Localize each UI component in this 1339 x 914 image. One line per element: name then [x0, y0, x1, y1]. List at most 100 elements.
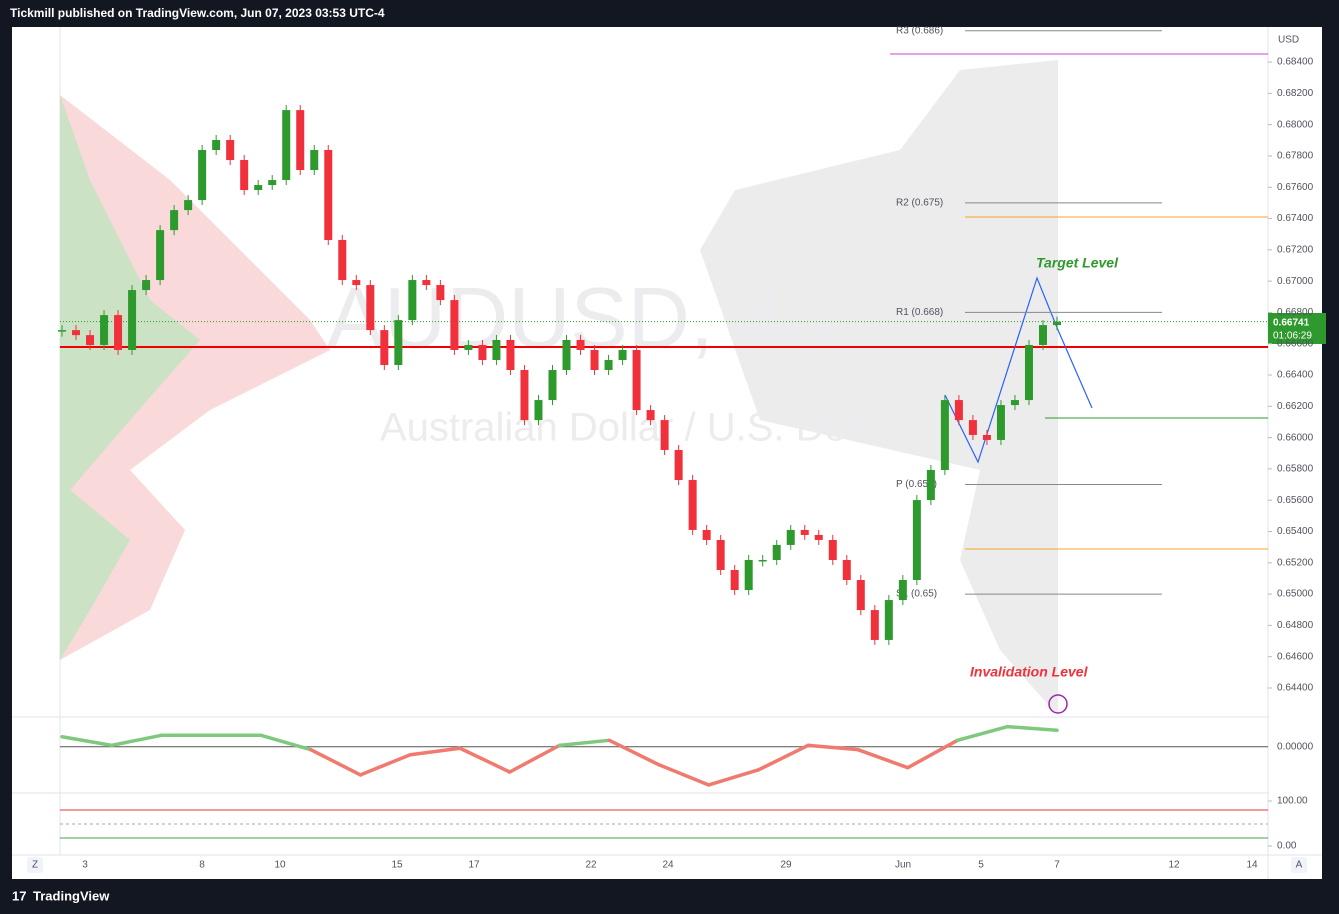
- last-price: 0.66741: [1273, 318, 1310, 329]
- candle: [688, 480, 697, 530]
- candle: [968, 420, 977, 435]
- candle: [436, 285, 445, 301]
- candle: [926, 470, 935, 501]
- candle: [142, 280, 151, 291]
- y-tick-label: 0.65400: [1277, 526, 1314, 537]
- candle: [534, 400, 543, 421]
- x-tick-label: 17: [468, 860, 480, 871]
- y-tick-label: 0.00000: [1277, 741, 1314, 752]
- candle: [898, 580, 907, 601]
- z-button-label[interactable]: Z: [32, 860, 38, 871]
- volume-profile: [700, 60, 1058, 716]
- candle: [506, 339, 515, 371]
- oscillator-segment: [110, 733, 164, 748]
- y-tick-label: 0.66600: [1277, 338, 1314, 349]
- watermark-description: Australian Dollar / U.S. Dollar: [380, 406, 900, 450]
- candle: [478, 344, 487, 360]
- oscillator-segment: [60, 734, 114, 748]
- x-tick-label: 29: [780, 860, 792, 871]
- candle: [492, 339, 501, 360]
- invalidation-annotation: Invalidation Level: [970, 664, 1089, 680]
- candle: [954, 400, 963, 421]
- candle: [282, 110, 291, 181]
- countdown: 01:06:29: [1273, 331, 1312, 342]
- candle: [254, 185, 263, 191]
- pivot-label: R1 (0.668): [896, 307, 943, 318]
- candle: [352, 280, 361, 286]
- candle: [604, 359, 613, 371]
- target-annotation: Target Level: [1036, 255, 1119, 271]
- y-tick-label: 0.66200: [1277, 401, 1314, 412]
- candle: [156, 230, 165, 281]
- oscillator-segment: [358, 752, 412, 777]
- candle: [464, 344, 473, 350]
- projection-path: [944, 276, 1093, 464]
- x-tick-label: Jun: [895, 860, 911, 871]
- candle: [366, 285, 375, 331]
- candle: [422, 280, 431, 286]
- oscillator-segment: [408, 746, 462, 757]
- oscillator-segment: [707, 768, 761, 787]
- candle: [576, 339, 585, 350]
- oscillator-segment: [508, 743, 562, 774]
- candle: [1024, 344, 1033, 401]
- pivot-label: S1 (0.65): [896, 589, 937, 600]
- candle: [240, 160, 249, 191]
- oscillator-segment: [607, 738, 661, 767]
- candle: [716, 539, 725, 571]
- candle: [856, 580, 865, 611]
- watermark-symbol: AUDUSD, 4h: [327, 271, 834, 367]
- volume-profile: [60, 95, 330, 660]
- candle: [268, 180, 277, 186]
- candle: [296, 110, 305, 171]
- z-button[interactable]: [27, 857, 43, 873]
- candle: [86, 335, 95, 345]
- candle: [814, 534, 823, 540]
- y-tick-label: 0.65000: [1277, 589, 1314, 600]
- candle: [618, 349, 627, 360]
- oscillator-segment: [458, 746, 512, 774]
- pivot-label: P (0.657): [896, 479, 937, 490]
- candle: [828, 539, 837, 560]
- event-icon[interactable]: [1048, 694, 1068, 714]
- candle: [212, 139, 221, 150]
- pivot-label: R2 (0.675): [896, 198, 943, 209]
- candle: [408, 280, 417, 321]
- y-tick-label: 0.67400: [1277, 213, 1314, 224]
- candle: [870, 610, 879, 640]
- y-tick-label: 0.68000: [1277, 119, 1314, 130]
- last-price-box: [1268, 313, 1326, 344]
- candle: [338, 239, 347, 281]
- candle: [758, 559, 767, 562]
- x-tick-label: 8: [199, 860, 205, 871]
- y-tick-label: 0.64600: [1277, 651, 1314, 662]
- candle: [170, 210, 179, 231]
- y-tick-label: 0.64800: [1277, 620, 1314, 631]
- y-tick-label: 0.67800: [1277, 151, 1314, 162]
- oscillator-segment: [756, 743, 810, 772]
- x-tick-label: 10: [274, 860, 286, 871]
- candle: [660, 420, 669, 450]
- oscillator-segment: [856, 747, 910, 770]
- y-tick-label: 0.64400: [1277, 683, 1314, 694]
- y-tick-label: 0.66800: [1277, 307, 1314, 318]
- candle: [730, 570, 739, 591]
- candle: [198, 149, 207, 201]
- candle: [996, 405, 1005, 440]
- candle: [548, 370, 557, 401]
- candle: [1010, 400, 1019, 406]
- brand: TradingView: [33, 888, 110, 903]
- y-tick-label: 0.00: [1277, 841, 1297, 852]
- x-tick-label: 22: [585, 860, 597, 871]
- x-tick-label: 5: [978, 860, 984, 871]
- candle: [912, 500, 921, 581]
- candle: [324, 149, 333, 240]
- candle: [772, 544, 781, 560]
- a-button[interactable]: [1291, 857, 1307, 873]
- y-tick-label: 0.65200: [1277, 557, 1314, 568]
- y-tick-label: 0.68200: [1277, 88, 1314, 99]
- a-button-label[interactable]: A: [1296, 860, 1303, 871]
- oscillator-segment: [657, 763, 711, 787]
- candle: [702, 529, 711, 540]
- volume-profile: [60, 95, 200, 660]
